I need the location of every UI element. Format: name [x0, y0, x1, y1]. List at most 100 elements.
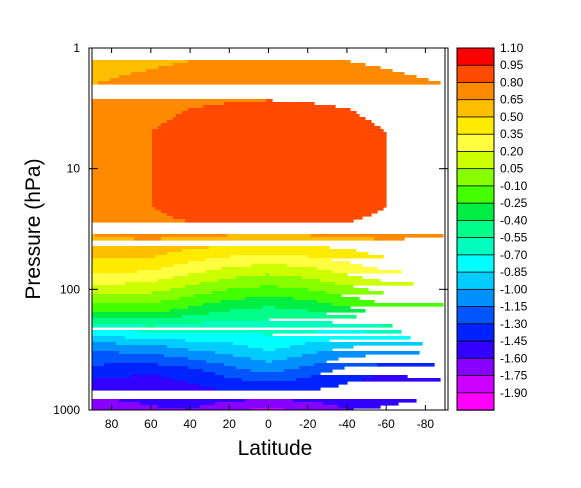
contour-cell: [152, 291, 213, 295]
colorbar-label: 0.05: [500, 162, 524, 176]
colorbar-swatch: [456, 116, 495, 135]
contour-cell: [158, 66, 381, 70]
contour-cell: [137, 270, 207, 274]
contour-cell: [92, 177, 153, 181]
colorbar-label: -0.85: [500, 265, 528, 279]
contour-cell: [182, 315, 357, 319]
contour-cell: [98, 81, 441, 85]
contour-cell: [152, 171, 387, 175]
contour-cell: [152, 156, 387, 160]
contour-cell: [92, 72, 132, 76]
contour-cell: [266, 273, 270, 277]
contour-cell: [188, 261, 351, 265]
contour-cell: [92, 399, 120, 403]
contour-cell: [326, 291, 384, 295]
contour-cell: [230, 309, 309, 313]
contour-cell: [362, 378, 441, 382]
colorbar-swatch: [456, 340, 495, 359]
contour-cell: [104, 363, 159, 367]
contour-cell: [140, 402, 216, 406]
contour-cell: [173, 378, 243, 382]
colorbar-swatch: [456, 254, 495, 273]
contour-cell: [305, 342, 423, 346]
contour-cell: [203, 303, 333, 307]
contour-cell: [290, 345, 354, 349]
contour-cell: [284, 408, 348, 410]
contour-cell: [248, 345, 291, 349]
contour-cell: [251, 369, 285, 373]
contour-cell: [188, 108, 351, 112]
contour-cell: [95, 234, 228, 238]
contour-cell: [92, 135, 153, 139]
colorbar-label: -1.00: [500, 282, 528, 296]
contour-cell: [167, 252, 369, 256]
colorbar-swatch: [456, 392, 495, 411]
x-tick-label: 80: [105, 417, 119, 431]
contour-cell: [92, 273, 189, 277]
contour-cell: [191, 408, 252, 410]
colorbar-swatch: [456, 323, 495, 342]
contour-cell: [200, 282, 336, 286]
colorbar-label: -1.75: [500, 369, 528, 383]
contour-cell: [92, 138, 153, 142]
contour-cell: [92, 342, 117, 346]
contour-cell: [92, 69, 147, 73]
contour-cell: [92, 63, 174, 67]
contour-cell: [308, 309, 366, 313]
contour-cell: [188, 306, 264, 310]
contour-cell: [224, 375, 312, 379]
colorbar-label: 0.35: [500, 127, 524, 141]
contour-cell: [92, 123, 162, 127]
colorbar-swatch: [456, 99, 495, 118]
contour-cell: [92, 246, 210, 250]
colorbar-label: -0.70: [500, 248, 528, 262]
colorbar-label: -1.90: [500, 386, 528, 400]
contour-cell: [92, 360, 207, 364]
contour-cell: [92, 132, 153, 136]
x-tick-label: -80: [417, 417, 435, 431]
contour-cell: [374, 375, 408, 379]
colorbar-swatch: [456, 168, 495, 187]
contour-cell: [176, 114, 360, 118]
contour-cell: [323, 402, 399, 406]
colorbar-label: -1.30: [500, 317, 528, 331]
contour-cell: [182, 249, 357, 253]
contour-cell: [377, 363, 435, 367]
colorbar-label: 0.65: [500, 93, 524, 107]
contour-cell: [224, 363, 315, 367]
contour-cell: [92, 195, 153, 199]
contour-cell: [92, 312, 210, 316]
contour-cell: [92, 318, 267, 322]
contour-cell: [92, 207, 156, 211]
contour-cell: [92, 276, 174, 280]
contour-cell: [92, 309, 171, 313]
contour-cell: [158, 405, 201, 409]
contour-cell: [161, 300, 222, 304]
contour-cell: [152, 177, 387, 181]
contour-cell: [203, 105, 336, 109]
contour-cell: [152, 186, 387, 190]
contour-cell: [188, 273, 267, 277]
contour-cell: [119, 351, 216, 355]
contour-cell: [152, 138, 387, 142]
contour-cell: [146, 69, 393, 73]
contour-cell: [152, 132, 387, 136]
y-tick-label: 10: [67, 162, 81, 176]
contour-cell: [155, 255, 231, 259]
contour-cell: [194, 294, 342, 298]
contour-cell: [212, 291, 327, 295]
contour-cell: [152, 165, 387, 169]
contour-cell: [92, 108, 189, 112]
contour-cell: [263, 348, 276, 352]
contour-cell: [92, 402, 141, 406]
colorbar-label: -1.60: [500, 351, 528, 365]
contour-cell: [92, 351, 120, 355]
contour-cell: [92, 315, 183, 319]
contour-cell: [92, 114, 177, 118]
contour-cell: [110, 78, 429, 82]
contour-cell: [92, 297, 180, 301]
x-tick-label: 40: [183, 417, 197, 431]
contour-cell: [92, 165, 153, 169]
contour-cell: [203, 321, 333, 325]
contour-cell: [302, 276, 363, 280]
